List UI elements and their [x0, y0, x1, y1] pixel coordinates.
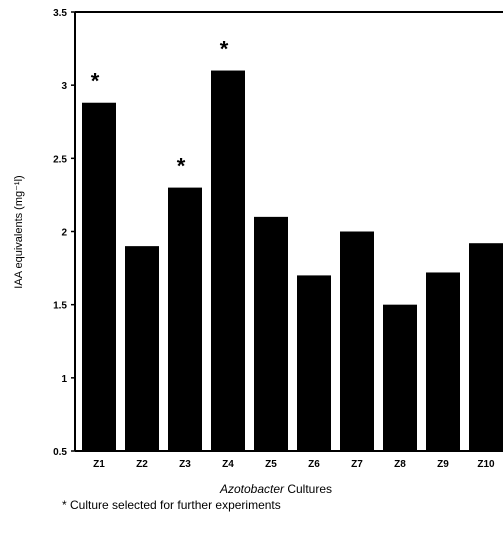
x-tick-label-z4: Z4 [222, 459, 234, 470]
x-tick-label-z6: Z6 [308, 459, 320, 470]
x-tick-label-z5: Z5 [265, 459, 277, 470]
y-ticks: 0.5 1 1.5 2 2.5 3 3.5 [53, 8, 75, 458]
significance-star-z1: * [91, 69, 100, 94]
x-tick-label-z1: Z1 [93, 459, 105, 470]
x-tick-label-z9: Z9 [437, 459, 449, 470]
y-tick-label: 2.5 [53, 154, 67, 165]
bar-z9 [426, 272, 460, 451]
footnote: * Culture selected for further experimen… [62, 498, 281, 512]
y-tick-label: 3 [61, 81, 67, 92]
y-tick-label: 1.5 [53, 301, 67, 312]
x-tick-label-z3: Z3 [179, 459, 191, 470]
significance-markers: * * * [91, 37, 229, 179]
y-axis-label: IAA equivalents (mg⁻¹l) [13, 175, 25, 288]
bar-z10 [469, 243, 503, 451]
significance-star-z4: * [220, 37, 229, 62]
significance-star-z3: * [177, 154, 186, 179]
bar-z2 [125, 246, 159, 451]
y-tick-label: 1 [61, 374, 67, 385]
bar-z4 [211, 70, 245, 452]
x-tick-label-z7: Z7 [351, 459, 363, 470]
x-axis-label-italic: Azotobacter [219, 482, 285, 496]
bar-z8 [383, 304, 417, 451]
x-axis-label-rest: Cultures [284, 482, 332, 496]
bars [82, 70, 503, 452]
x-tick-label-z8: Z8 [394, 459, 406, 470]
bar-z5 [254, 216, 288, 451]
y-tick-label: 2 [61, 228, 67, 239]
y-tick-label: 3.5 [53, 8, 67, 19]
x-tick-labels: Z1 Z2 Z3 Z4 Z5 Z6 Z7 Z8 Z9 Z10 [93, 459, 495, 470]
bar-z6 [297, 275, 331, 451]
x-axis-label: Azotobacter Cultures [219, 482, 332, 496]
y-tick-label: 0.5 [53, 447, 67, 458]
x-tick-label-z10: Z10 [477, 459, 495, 470]
x-tick-label-z2: Z2 [136, 459, 148, 470]
bar-z3 [168, 187, 202, 451]
bar-z1 [82, 102, 116, 451]
bar-z7 [340, 231, 374, 451]
